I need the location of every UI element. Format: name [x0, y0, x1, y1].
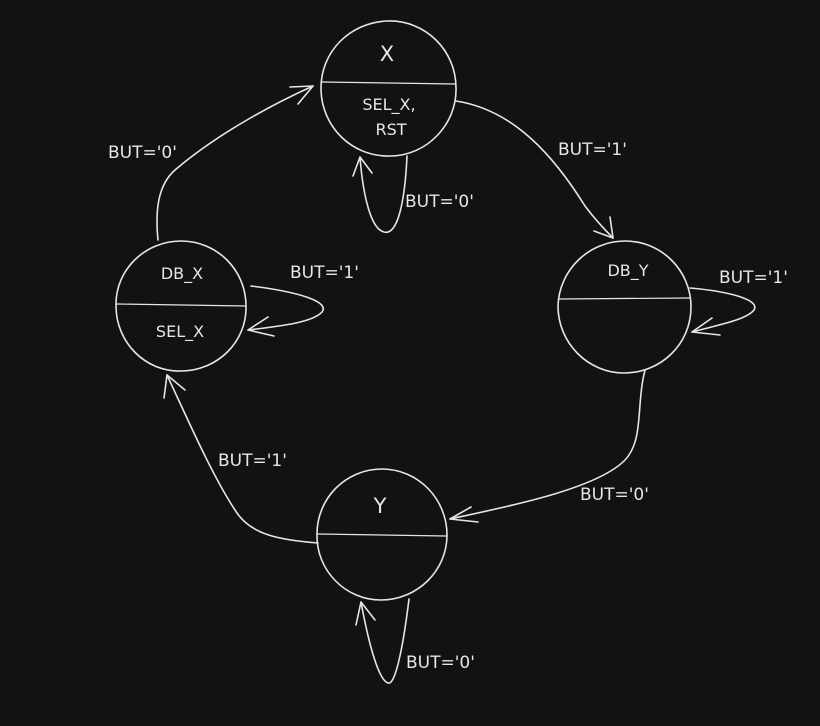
- state-y: Y: [316, 468, 448, 601]
- state-db-y-divider: [558, 297, 691, 300]
- state-db-x-circle: [115, 240, 247, 372]
- transition-x-self-arrow: [359, 155, 408, 233]
- transition-y-to-db-x-label: BUT='1': [218, 451, 287, 471]
- transition-db-y-self: BUT='1': [689, 268, 788, 336]
- state-db-x-divider: [116, 303, 247, 307]
- transition-x-to-db-y-arrow: [455, 100, 614, 239]
- state-db-y-circle: [557, 240, 692, 374]
- state-db-x: DB_X SEL_X: [115, 240, 247, 372]
- state-x-divider: [321, 81, 456, 85]
- transition-db-y-to-y: BUT='0': [449, 369, 649, 523]
- state-x-circle: [320, 20, 457, 157]
- transition-x-self-arrowhead: [352, 156, 373, 177]
- transition-y-self-arrowhead: [355, 601, 376, 626]
- transition-x-to-db-y-arrowhead: [593, 216, 614, 239]
- state-db-x-name: DB_X: [161, 264, 203, 284]
- transition-x-to-db-y: BUT='1': [455, 100, 627, 239]
- transition-y-self: BUT='0': [355, 598, 475, 684]
- transition-db-x-self-arrowhead: [247, 316, 275, 337]
- transition-x-to-db-y-label: BUT='1': [558, 140, 627, 160]
- transition-db-y-to-y-arrowhead: [449, 506, 479, 523]
- transition-db-x-self-label: BUT='1': [290, 263, 359, 283]
- transition-db-x-to-x-arrow: [156, 85, 314, 241]
- transition-y-to-db-x-arrow: [166, 374, 319, 544]
- transition-db-y-to-y-arrow: [449, 369, 646, 520]
- transition-x-self-label: BUT='0': [405, 192, 474, 212]
- transition-y-to-db-x: BUT='1': [163, 374, 319, 544]
- transition-db-y-self-label: BUT='1': [719, 268, 788, 288]
- transition-y-to-db-x-arrowhead: [163, 374, 186, 399]
- state-x: X SEL_X, RST: [320, 20, 457, 157]
- state-x-name: X: [380, 42, 394, 66]
- state-x-action-1: SEL_X,: [362, 95, 415, 115]
- state-y-circle: [316, 468, 448, 601]
- state-db-y-name: DB_Y: [607, 261, 648, 281]
- state-y-name: Y: [373, 494, 387, 518]
- transition-y-self-arrow: [360, 598, 410, 684]
- transition-db-y-self-arrow: [689, 287, 756, 333]
- transition-db-x-self-arrow: [247, 285, 325, 331]
- state-y-divider: [317, 533, 447, 537]
- state-db-y: DB_Y: [557, 240, 692, 374]
- transition-db-x-to-x: BUT='0': [108, 85, 314, 241]
- state-x-action-2: RST: [375, 120, 406, 139]
- transition-db-y-self-arrowhead: [691, 317, 721, 336]
- transition-db-x-self: BUT='1': [247, 263, 359, 337]
- transition-db-x-to-x-label: BUT='0': [108, 143, 177, 163]
- transition-x-self: BUT='0': [352, 155, 474, 233]
- transition-y-self-label: BUT='0': [406, 653, 475, 673]
- state-db-x-action-1: SEL_X: [156, 322, 204, 342]
- transition-db-y-to-y-label: BUT='0': [580, 485, 649, 505]
- transition-db-x-to-x-arrowhead: [289, 85, 314, 105]
